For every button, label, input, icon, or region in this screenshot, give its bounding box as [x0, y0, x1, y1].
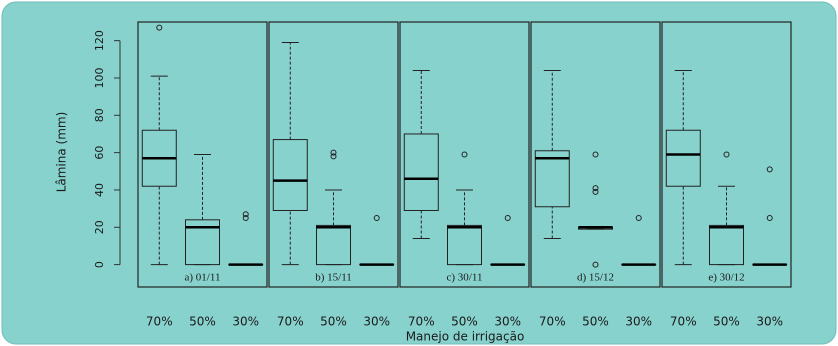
x-tick-label: 70%: [277, 315, 304, 329]
x-tick-label: 30%: [756, 315, 783, 329]
x-tick-label: 70%: [408, 315, 435, 329]
outlier: [766, 166, 773, 173]
panel-frame: [530, 21, 661, 288]
box: [665, 129, 701, 187]
outlier: [592, 188, 599, 195]
box: [272, 139, 308, 211]
x-tick-label: 50%: [451, 315, 478, 329]
x-tick-label: 30%: [625, 315, 652, 329]
panel-label: e) 30/12: [708, 272, 744, 284]
y-axis-label: Lâmina (mm): [55, 112, 69, 193]
x-tick-label: 70%: [539, 315, 566, 329]
x-tick-label: 50%: [713, 315, 740, 329]
x-tick-label: 30%: [363, 315, 390, 329]
box: [709, 224, 744, 266]
y-tick-label: 100: [93, 67, 106, 88]
outlier: [723, 151, 730, 158]
outlier: [156, 24, 163, 31]
outlier: [461, 151, 468, 158]
box: [534, 150, 570, 208]
outlier: [373, 214, 380, 221]
y-tick-label: 20: [93, 220, 106, 234]
x-tick-label: 50%: [320, 315, 347, 329]
x-tick-label: 30%: [494, 315, 521, 329]
outlier: [504, 214, 511, 221]
x-tick-label: 70%: [146, 315, 173, 329]
y-tick-label: 120: [93, 30, 106, 51]
outlier: [766, 214, 773, 221]
panel-frame: [661, 21, 792, 288]
box: [185, 219, 220, 266]
outlier: [242, 214, 249, 221]
y-tick-label: 60: [93, 146, 106, 160]
outlier: [592, 151, 599, 158]
panel-frame: [268, 21, 399, 288]
x-tick-label: 50%: [189, 315, 216, 329]
outlier: [330, 153, 337, 160]
panel-label: b) 15/11: [315, 272, 352, 284]
box: [316, 224, 351, 266]
outlier: [592, 185, 599, 192]
panel-label: c) 30/11: [447, 272, 483, 284]
y-tick-label: 40: [93, 183, 106, 197]
outlier: [330, 149, 337, 156]
panel-label: d) 15/12: [577, 272, 614, 284]
box: [447, 224, 482, 266]
outlier: [592, 261, 599, 268]
x-tick-label: 30%: [232, 315, 259, 329]
x-tick-label: 70%: [670, 315, 697, 329]
panel-label: a) 01/11: [185, 272, 221, 284]
y-tick-label: 0: [93, 261, 106, 268]
outlier: [242, 211, 249, 218]
x-tick-label: 50%: [582, 315, 609, 329]
box: [403, 133, 439, 211]
panel-frame: [137, 21, 268, 288]
y-tick-label: 80: [93, 108, 106, 122]
panel-frame: [399, 21, 530, 288]
outlier: [635, 214, 642, 221]
x-axis-label: Manejo de irrigação: [406, 330, 525, 344]
